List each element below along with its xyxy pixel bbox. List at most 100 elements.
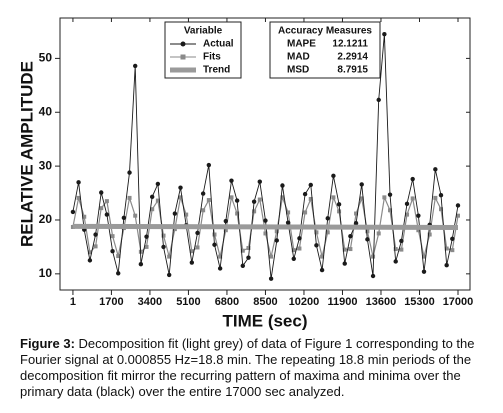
- fit-point: [365, 229, 370, 234]
- caption-label: Figure 3:: [20, 336, 75, 351]
- fit-point: [189, 249, 194, 254]
- fit-point: [427, 232, 432, 237]
- accuracy-table: Accuracy Measures MAPE 12.1211 MAD 2.2914 MSD…: [269, 21, 381, 79]
- actual-point: [87, 258, 93, 263]
- fit-point: [337, 209, 342, 214]
- fit-point: [342, 247, 347, 252]
- actual-point: [99, 190, 104, 195]
- actual-point: [121, 215, 127, 221]
- actual-point: [200, 191, 206, 196]
- actual-point: [240, 263, 246, 268]
- actual-point: [399, 238, 404, 244]
- fit-point: [433, 195, 438, 200]
- y-tick-label: 40: [39, 104, 53, 118]
- x-tick-label: 5100: [176, 296, 200, 308]
- fit-point: [405, 212, 410, 217]
- fit-point: [99, 206, 104, 211]
- actual-point: [365, 237, 370, 242]
- actual-point: [444, 263, 449, 268]
- fit-point: [206, 198, 211, 203]
- fit-point: [240, 248, 245, 253]
- actual-point: [404, 201, 410, 207]
- actual-point: [382, 31, 387, 37]
- fit-point: [93, 244, 98, 249]
- x-tick-label: 17000: [443, 296, 474, 308]
- accuracy-name: MAD: [287, 52, 310, 63]
- fit-point: [150, 207, 155, 212]
- actual-point: [348, 233, 353, 239]
- fit-point: [359, 196, 364, 201]
- actual-point: [314, 243, 319, 248]
- fit-point: [439, 207, 444, 212]
- fit-point: [218, 254, 223, 259]
- actual-point: [133, 63, 138, 69]
- fit-point: [399, 247, 404, 252]
- legend-title: Variable: [184, 26, 223, 37]
- actual-point: [319, 267, 325, 273]
- actual-point: [223, 218, 229, 224]
- fit-point: [331, 195, 336, 200]
- actual-point: [331, 173, 336, 179]
- fit-point: [274, 229, 279, 234]
- actual-point: [280, 183, 285, 188]
- fit-point: [184, 212, 189, 217]
- fit-point: [269, 254, 274, 259]
- fit-point: [144, 244, 149, 249]
- actual-point: [229, 178, 234, 183]
- fit-point: [178, 195, 183, 200]
- fit-point: [286, 210, 291, 215]
- series-line: [72, 223, 459, 230]
- fit-point: [161, 233, 166, 238]
- fit-point: [235, 211, 240, 216]
- actual-point: [70, 209, 76, 215]
- x-axis-title: TIME (sec): [222, 311, 307, 330]
- actual-point: [76, 180, 81, 185]
- actual-point: [416, 213, 421, 218]
- accuracy-name: MSD: [287, 65, 309, 76]
- accuracy-value: 2.2914: [337, 52, 368, 63]
- actual-point: [308, 182, 313, 188]
- fit-point: [382, 195, 387, 200]
- actual-point: [297, 236, 302, 241]
- actual-point: [161, 244, 166, 250]
- actual-point: [127, 170, 132, 175]
- fit-point: [76, 195, 81, 200]
- actual-point: [172, 211, 178, 216]
- actual-point: [189, 260, 195, 265]
- fit-point: [416, 228, 421, 233]
- accuracy-value: 12.1211: [332, 39, 368, 50]
- fit-point: [155, 198, 160, 203]
- y-tick-label: 20: [39, 212, 53, 226]
- actual-point: [166, 272, 172, 278]
- actual-point: [438, 193, 444, 198]
- x-tick-label: 6800: [215, 296, 239, 308]
- fit-point: [325, 230, 330, 235]
- actual-point: [421, 269, 427, 274]
- x-tick-label: 1700: [99, 296, 123, 308]
- fit-point: [291, 248, 296, 253]
- actual-point: [149, 194, 155, 200]
- actual-point: [302, 191, 308, 197]
- fit-point: [110, 234, 115, 239]
- fit-point: [450, 248, 455, 253]
- fit-point: [444, 246, 449, 251]
- actual-point: [393, 259, 398, 264]
- fit-point: [104, 199, 109, 204]
- actual-point: [93, 232, 98, 237]
- fit-point: [87, 250, 92, 255]
- actual-point: [325, 216, 330, 221]
- x-tick-label: 1: [70, 296, 76, 308]
- actual-point: [217, 266, 223, 271]
- fit-point: [348, 247, 353, 252]
- legend-marker: [180, 54, 186, 60]
- plot-frame: [59, 17, 471, 291]
- fit-point: [223, 228, 228, 233]
- actual-point: [353, 221, 359, 226]
- fit-point: [314, 230, 319, 235]
- actual-point: [359, 182, 364, 187]
- actual-point: [246, 255, 251, 260]
- fit-point: [257, 197, 262, 202]
- fit-point: [82, 214, 87, 219]
- actual-point: [212, 242, 217, 247]
